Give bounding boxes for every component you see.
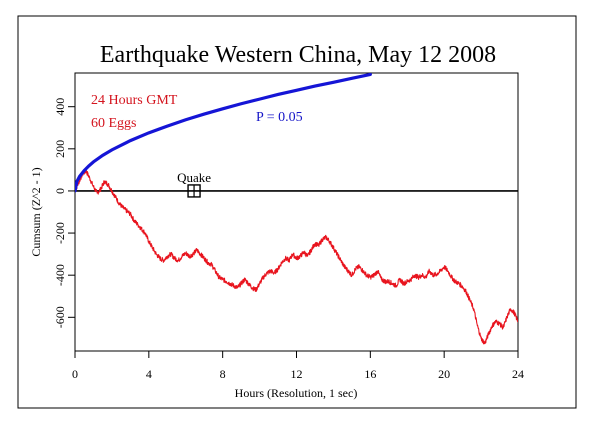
y-tick-label: -200 xyxy=(53,222,67,244)
x-axis-label: Hours (Resolution, 1 sec) xyxy=(235,386,358,400)
x-tick-label: 12 xyxy=(291,367,303,381)
eggs-annotation: 60 Eggs xyxy=(91,116,137,131)
quake-label: Quake xyxy=(177,170,211,185)
chart-title: Earthquake Western China, May 12 2008 xyxy=(100,42,496,68)
y-axis: -600 -400 -200 0 200 400 xyxy=(53,98,75,328)
x-tick-label: 8 xyxy=(220,367,226,381)
significance-curve xyxy=(75,73,372,193)
x-tick-label: 24 xyxy=(512,367,524,381)
x-tick-label: 4 xyxy=(146,367,152,381)
y-tick-label: 200 xyxy=(53,140,67,158)
x-axis: 0 4 8 12 16 20 24 xyxy=(72,351,524,381)
x-tick-label: 0 xyxy=(72,367,78,381)
x-tick-label: 20 xyxy=(438,367,450,381)
y-tick-label: 0 xyxy=(53,188,67,194)
y-tick-label: -400 xyxy=(53,264,67,286)
y-tick-label: -600 xyxy=(53,306,67,328)
cumsum-series-line xyxy=(75,169,518,345)
x-tick-label: 16 xyxy=(364,367,376,381)
y-tick-label: 400 xyxy=(53,98,67,116)
y-axis-label: Cumsum (Z^2 - 1) xyxy=(29,167,43,256)
outer-frame xyxy=(17,15,577,409)
period-annotation: 24 Hours GMT xyxy=(91,93,178,108)
significance-annotation: P = 0.05 xyxy=(256,110,303,125)
